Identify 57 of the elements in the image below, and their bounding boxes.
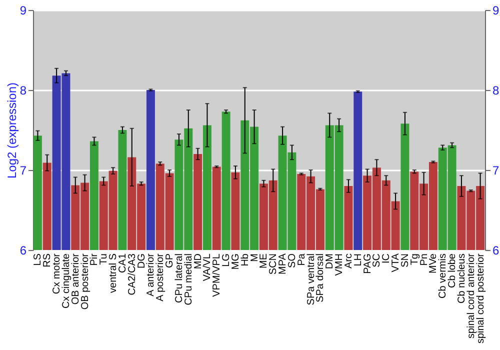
x-tick-label: LG <box>221 253 232 267</box>
x-tick-label: Tu <box>98 254 110 265</box>
y-axis-title: Log2 (expression) <box>4 82 19 179</box>
y-tick-label: 7 <box>20 164 27 178</box>
x-tick-label: VMH <box>334 254 346 276</box>
x-tick-label: VA/VL <box>202 253 214 282</box>
y-tick-label: 8 <box>20 84 27 98</box>
x-tick-label: MG <box>230 253 242 270</box>
x-tick-label: Pa <box>296 253 308 266</box>
y2-tick-label: 9 <box>492 4 500 18</box>
x-tick-label: Cx cingulate <box>60 253 72 309</box>
x-tick-label: Pir <box>89 252 100 266</box>
x-tick-label: Pn <box>418 254 430 266</box>
x-tick-label: GP <box>164 253 176 268</box>
x-tick-label: CPu lateral <box>174 254 185 303</box>
y-tick-label: 9 <box>20 4 27 18</box>
x-tick-label: MVe <box>428 253 440 274</box>
x-tick-label: Cx motor <box>52 252 63 294</box>
x-tick-label: OB anterior <box>70 252 82 305</box>
x-tick-label: PAG <box>362 253 374 274</box>
x-tick-label: CA1 <box>117 253 128 273</box>
x-tick-label: SCN <box>268 254 280 275</box>
y-tick-label: 6 <box>20 244 27 258</box>
x-tick-label: SC <box>372 254 383 268</box>
x-tick-label: Hb <box>240 253 251 266</box>
x-tick-label: MD <box>192 254 204 270</box>
x-tick-label: spinal cord anterior <box>466 252 477 339</box>
x-tick-label: DM <box>324 254 336 270</box>
x-tick-label: Tg <box>409 254 420 266</box>
x-tick-label: MPA <box>278 253 289 274</box>
x-tick-label: VPM/VPL <box>212 253 223 297</box>
x-tick-label: Cb vermis <box>438 254 449 299</box>
x-tick-label: CA2/CA3 <box>126 253 138 296</box>
y2-tick-label: 6 <box>492 244 500 258</box>
x-tick-label: Cb lobe <box>447 253 458 288</box>
x-tick-label: OB posterior <box>80 252 91 310</box>
x-tick-label: A posterior <box>155 252 166 302</box>
x-tick-label: VTA <box>390 253 402 272</box>
y2-tick-label: 8 <box>492 84 500 98</box>
x-tick-label: IC <box>381 254 392 264</box>
x-tick-label: ventral S <box>108 253 120 293</box>
x-tick-label: SN <box>400 254 411 268</box>
x-tick-label: LS <box>32 253 44 266</box>
x-tick-label: Arc <box>343 254 354 268</box>
x-tick-label: ME <box>258 253 270 268</box>
x-tick-label: DG <box>136 253 148 268</box>
x-tick-label: M <box>249 254 260 262</box>
x-tick-label: Cb nucleus <box>456 254 468 304</box>
x-tick-label: SPa ventral <box>306 254 317 306</box>
x-tick-label: CPu medial <box>183 254 194 306</box>
x-tick-label: RS <box>42 253 54 268</box>
x-tick-label: spinal cord posterior <box>475 252 486 344</box>
x-tick-label: SPa dorsal <box>315 254 326 302</box>
y2-tick-label: 7 <box>492 164 500 178</box>
x-tick-label: A anterior <box>146 252 157 296</box>
x-tick-label: SO <box>286 253 298 268</box>
x-tick-label: LH <box>352 254 364 266</box>
